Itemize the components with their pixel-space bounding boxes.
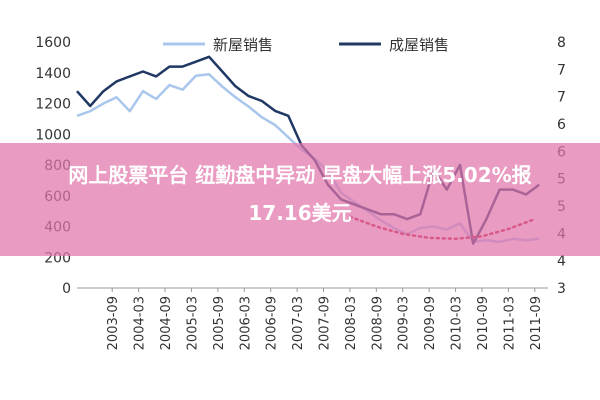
x-tick-label: 2006-09 xyxy=(265,296,280,350)
legend-label: 成屋销售 xyxy=(389,36,449,54)
x-tick-label: 2008-09 xyxy=(370,296,385,350)
x-axis: 2003-09 2004-03 2004-09 2005-03 2005-09 2006-… xyxy=(77,287,548,350)
x-tick-label: 2005-03 xyxy=(185,296,200,350)
x-tick-label: 2004-03 xyxy=(133,296,148,350)
right-tick-label: 8 xyxy=(557,35,566,51)
x-tick-label: 2009-03 xyxy=(397,296,412,350)
x-tick-label: 2005-09 xyxy=(212,296,227,350)
x-tick-label: 2004-09 xyxy=(159,296,174,350)
right-tick-label: 6 xyxy=(557,117,566,133)
left-tick-label: 1200 xyxy=(35,97,71,113)
x-tick-label: 2011-03 xyxy=(502,296,517,350)
right-tick-label: 3 xyxy=(557,281,566,297)
x-tick-label: 2006-03 xyxy=(238,296,253,350)
left-tick-label: 1400 xyxy=(35,66,71,82)
x-tick-label: 2008-03 xyxy=(344,296,359,350)
x-tick-label: 2011-09 xyxy=(529,296,544,350)
x-tick-label: 2010-03 xyxy=(450,296,465,350)
right-tick-label: 7 xyxy=(557,90,566,106)
right-tick-label: 4 xyxy=(557,254,566,270)
banner-title-line-2: 17.16美元 xyxy=(248,201,352,225)
legend-label: 新屋销售 xyxy=(213,36,273,54)
x-tick-label: 2010-09 xyxy=(476,296,491,350)
right-tick-label: 7 xyxy=(557,62,566,78)
legend: 新屋销售 成屋销售 xyxy=(163,36,449,54)
x-tick-label: 2003-09 xyxy=(106,296,121,350)
left-tick-label: 0 xyxy=(62,281,71,297)
left-tick-label: 1000 xyxy=(35,127,71,143)
banner-title: 网上股票平台 纽勤盘中异动 早盘大幅上涨5.02%报 17.16美元 xyxy=(0,156,600,232)
left-tick-label: 1600 xyxy=(35,35,71,51)
banner-title-line-1: 网上股票平台 纽勤盘中异动 早盘大幅上涨5.02%报 xyxy=(68,163,532,187)
x-tick-label: 2007-09 xyxy=(318,296,333,350)
x-tick-label: 2009-09 xyxy=(423,296,438,350)
x-tick-label: 2007-03 xyxy=(291,296,306,350)
promo-banner xyxy=(0,143,600,256)
